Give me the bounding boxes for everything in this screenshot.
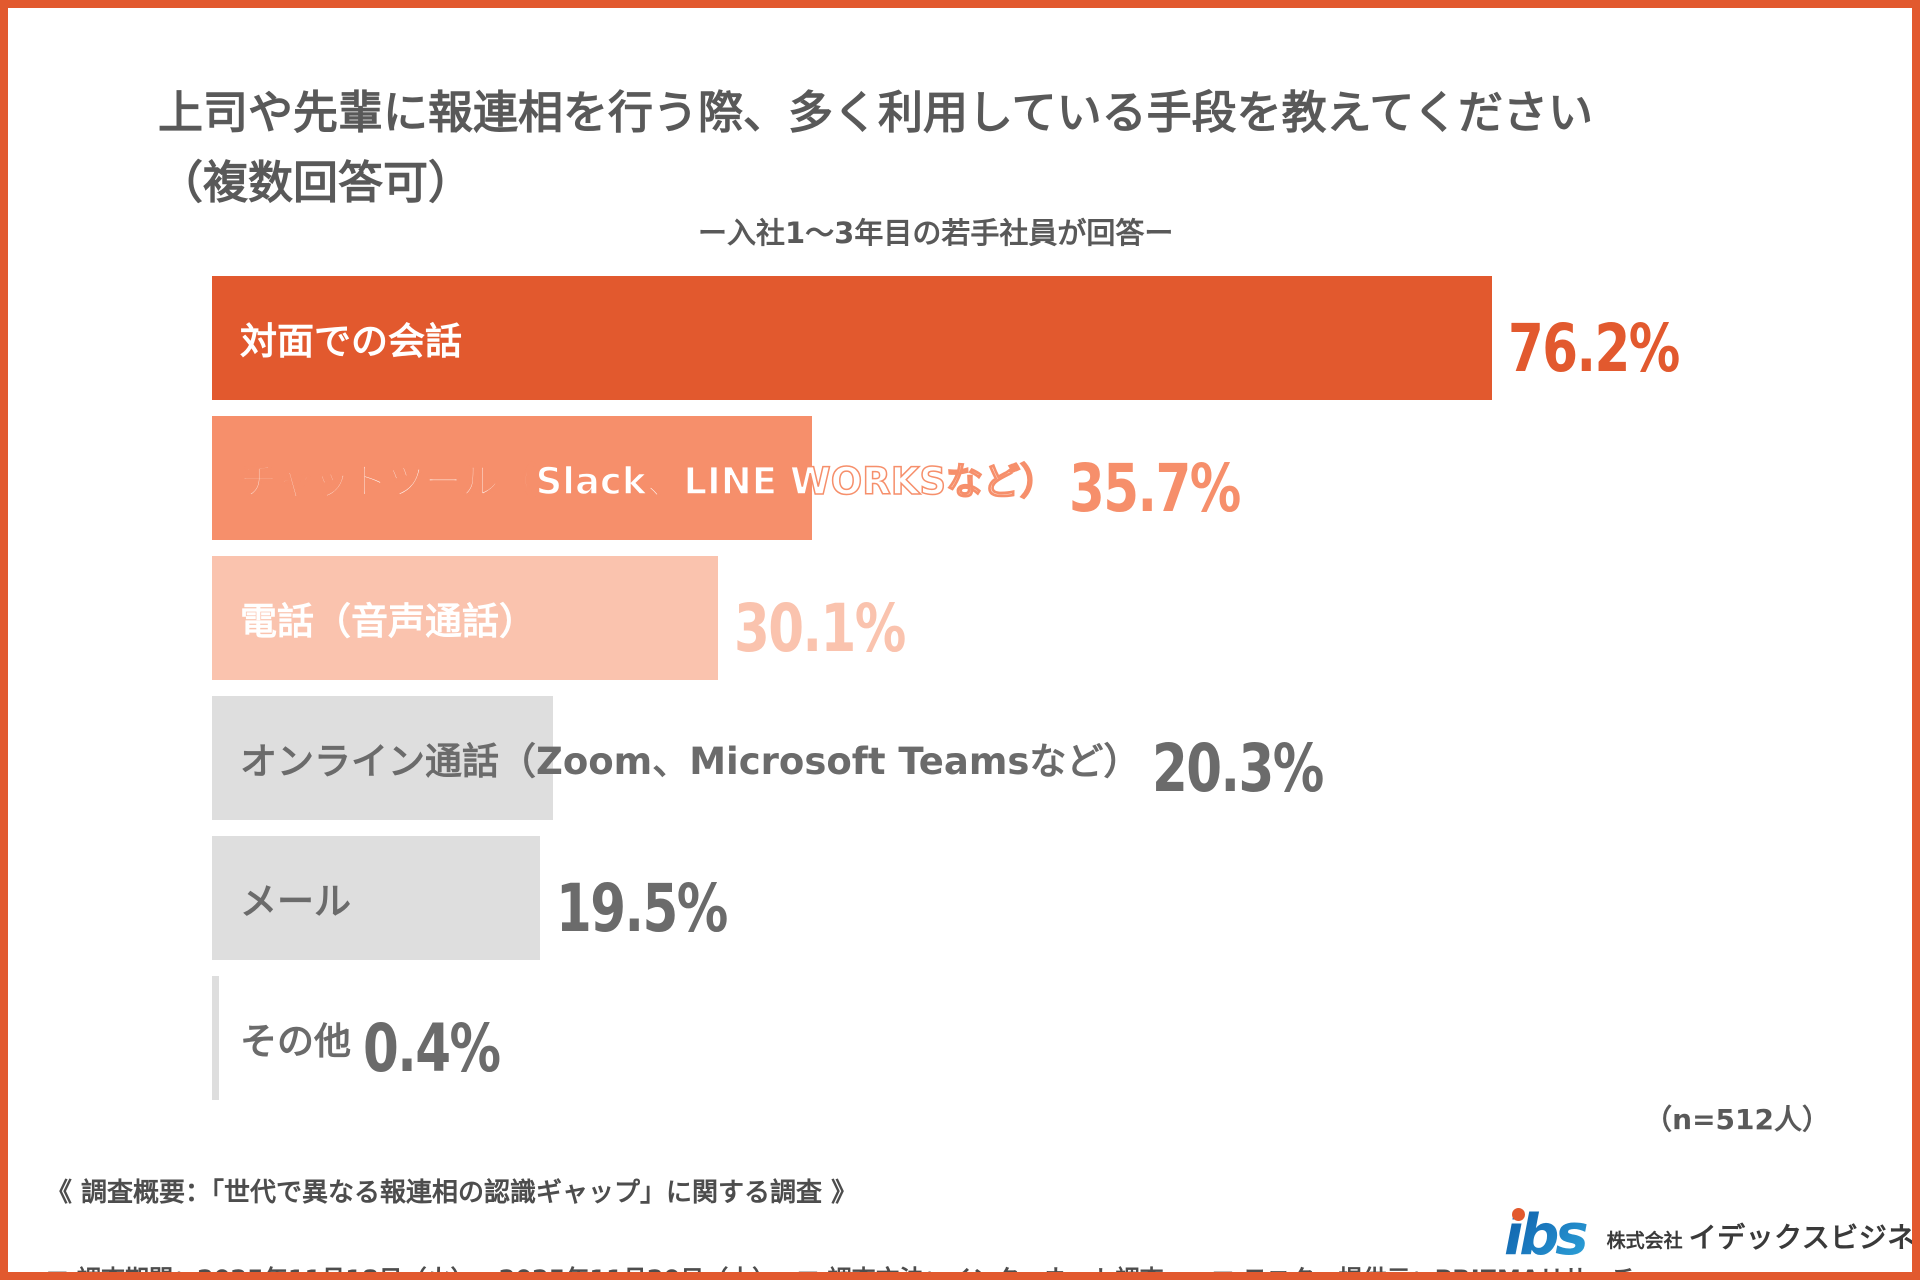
bar-value: 35.7%	[1069, 449, 1241, 527]
sample-size-label: （n=512人）	[1644, 1103, 1830, 1136]
title-line-2: （複数回答可）	[158, 156, 474, 209]
survey-overview: 《 調査概要：「世代で異なる報連相の認識ギャップ」に関する調査 》 ■ 調査期間…	[46, 1134, 1636, 1280]
survey-heading: 《 調査概要：「世代で異なる報連相の認識ギャップ」に関する調査 》	[46, 1178, 858, 1208]
bar-chart: 対面での会話 76.2% チャットツール（Slack、LINE WORKSなど）…	[212, 276, 1692, 1116]
ibs-logo-dot-icon	[1512, 1208, 1525, 1221]
title-line-1: 上司や先輩に報連相を行う際、多く利用している手段を教えてください	[158, 86, 1594, 139]
bar-value: 30.1%	[733, 589, 906, 667]
chart-subtitle: ー入社1〜3年目の若手社員が回答ー	[698, 216, 1174, 250]
bar	[212, 696, 554, 820]
bar-label: チャットツール（Slack、LINE WORKSなど）	[239, 459, 1058, 504]
bar-label: オンライン通話（Zoom、Microsoft Teamsなど）	[240, 740, 1141, 783]
bar-value: 19.5%	[555, 869, 728, 947]
bar-row: メール 19.5%	[212, 836, 1692, 960]
bar-row: その他 0.4%	[212, 976, 1692, 1100]
bar-row: オンライン通話（Zoom、Microsoft Teamsなど） 20.3%	[212, 696, 1692, 820]
bar-value: 0.4%	[363, 1009, 501, 1087]
bar-label: メール	[240, 880, 351, 923]
page-title: 上司や先輩に報連相を行う際、多く利用している手段を教えてください （複数回答可）	[158, 90, 1658, 205]
bar	[212, 276, 1493, 400]
company-logo: ibs 株式会社イデックスビジネスサービス	[1504, 1208, 1916, 1264]
company-prefix: 株式会社	[1606, 1230, 1683, 1252]
bar	[212, 416, 812, 540]
bar	[212, 976, 219, 1100]
bar-row: 対面での会話 76.2%	[212, 276, 1692, 400]
bar-value: 76.2%	[1508, 309, 1680, 387]
company-name-text: イデックスビジネスサービス	[1688, 1221, 1916, 1254]
bar	[212, 836, 540, 960]
bar-row: 電話（音声通話） 30.1%	[212, 556, 1692, 680]
company-name: 株式会社イデックスビジネスサービス	[1606, 1216, 1916, 1256]
bar-row: チャットツール（Slack、LINE WORKSなど） 35.7%	[212, 416, 1692, 540]
bar-label: その他	[240, 1020, 351, 1063]
bar	[212, 556, 718, 680]
survey-line: ■ 調査期間：2025年11月18日（火）～2025年11月20日（木） ■ 調…	[46, 1265, 1636, 1280]
bar-value: 20.3%	[1152, 729, 1324, 807]
bar-label: 電話（音声通話）	[240, 600, 536, 643]
bar-label: 対面での会話	[240, 320, 462, 363]
